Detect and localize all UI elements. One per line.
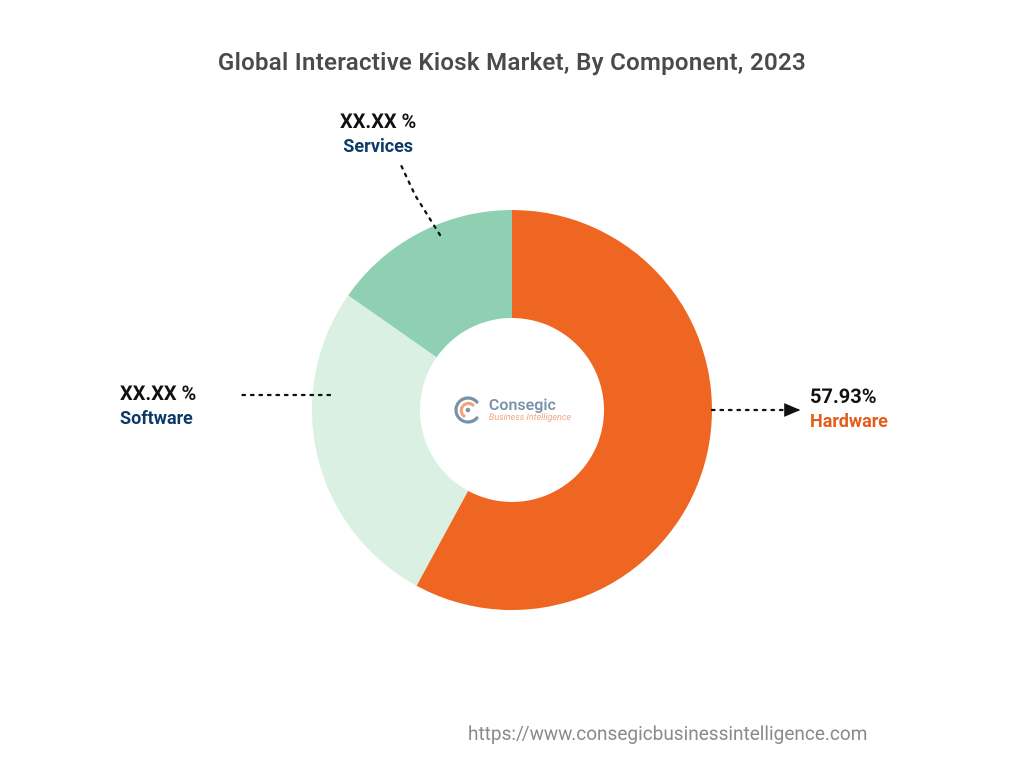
logo-brand-bottom: Business Intelligence: [489, 414, 571, 423]
label-software-pct: XX.XX %: [120, 380, 196, 407]
center-logo: Consegic Business Intelligence: [453, 395, 571, 425]
label-hardware: 57.93%Hardware: [810, 383, 888, 434]
label-services-pct: XX.XX %: [340, 108, 416, 135]
label-services-name: Services: [340, 135, 416, 159]
logo-brand-top: Consegic: [489, 397, 571, 414]
footer-url-text: https://www.consegicbusinessintelligence…: [468, 722, 867, 745]
label-hardware-pct: 57.93%: [810, 383, 888, 410]
logo-icon: [453, 395, 483, 425]
label-software: XX.XX %Software: [120, 380, 196, 431]
label-software-name: Software: [120, 407, 196, 431]
leader-services: [400, 163, 440, 235]
footer-url: https://www.consegicbusinessintelligence…: [468, 722, 867, 745]
label-hardware-name: Hardware: [810, 410, 888, 434]
label-services: XX.XX %Services: [340, 108, 416, 159]
